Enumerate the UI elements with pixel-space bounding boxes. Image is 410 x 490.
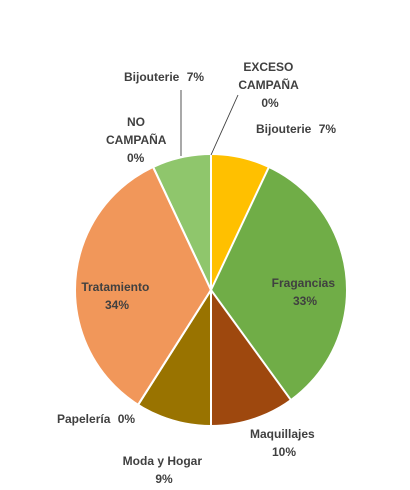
data-label-no-campana-line1: NO (127, 115, 145, 129)
data-label-exceso-campana: EXCESO CAMPAÑA 0% (238, 60, 301, 110)
data-label-bijouterie-green-value: 7% (187, 70, 205, 84)
slice-separator (210, 289, 292, 401)
data-label-tratamiento: Tratamiento 34% (81, 280, 152, 312)
data-label-bijouterie-yellow: Bijouterie 7% (256, 122, 336, 136)
data-label-fragancias-name: Fragancias (272, 276, 336, 290)
pie-slice-moda-y-hogar-3 (138, 290, 211, 426)
data-label-maquillajes-value: 10% (272, 445, 296, 459)
data-label-papeleria-name: Papelería (57, 412, 111, 426)
data-label-no-campana: NO CAMPAÑA 0% (106, 115, 169, 165)
data-label-exceso-campana-line1: EXCESO (243, 60, 293, 74)
data-label-maquillajes-name: Maquillajes (250, 427, 315, 441)
pie-slices (74, 153, 348, 426)
data-label-tratamiento-value: 34% (105, 298, 129, 312)
data-label-moda-y-hogar-name: Moda y Hogar (123, 454, 203, 468)
data-label-bijouterie-yellow-name: Bijouterie (256, 122, 312, 136)
slice-separator (152, 166, 212, 291)
leader-line-exceso-campana (210, 94, 239, 156)
data-label-maquillajes: Maquillajes 10% (250, 427, 318, 459)
data-label-exceso-campana-line2: CAMPAÑA (238, 77, 299, 92)
slice-separator (210, 166, 270, 291)
data-label-no-campana-line2: CAMPAÑA (106, 132, 167, 147)
data-label-moda-y-hogar: Moda y Hogar 9% (123, 454, 206, 486)
pie-slice-bijouterie-0 (211, 153, 269, 290)
data-labels: Bijouterie 7% Fragancias 33% Maquillajes… (57, 60, 339, 486)
leader-lines (180, 90, 239, 156)
data-label-tratamiento-name: Tratamiento (81, 280, 149, 294)
slice-separators (74, 153, 348, 427)
data-label-no-campana-value: 0% (127, 151, 145, 165)
slice-separator (137, 289, 212, 406)
pie-slice-fragancias-1 (211, 166, 348, 401)
pie-slice-tratamiento-5 (74, 166, 211, 405)
data-label-bijouterie-green-name: Bijouterie (124, 70, 180, 84)
data-label-papeleria: Papelería 0% (57, 412, 135, 426)
data-label-papeleria-value: 0% (118, 412, 136, 426)
data-label-bijouterie-green: Bijouterie 7% (124, 70, 204, 84)
data-label-fragancias-value: 33% (293, 294, 317, 308)
data-label-moda-y-hogar-value: 9% (155, 472, 173, 486)
data-label-bijouterie-yellow-value: 7% (319, 122, 337, 136)
data-label-exceso-campana-value: 0% (261, 96, 279, 110)
pie-slice-maquillajes-2 (211, 290, 291, 426)
pie-slice-bijouterie-7 (153, 154, 211, 290)
data-label-fragancias: Fragancias 33% (272, 276, 339, 308)
